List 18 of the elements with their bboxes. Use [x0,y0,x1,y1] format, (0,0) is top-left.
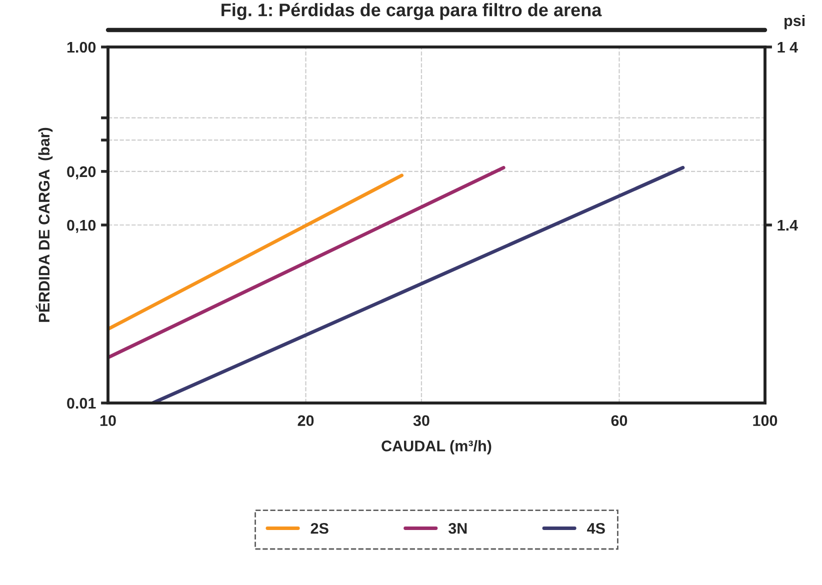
text: 1.4 [778,220,798,231]
y-tick-label: 0.01 [67,398,96,409]
legend-label: 3N [448,522,467,534]
text: 1 4 [778,42,798,53]
y-tick-label: 0,20 [67,166,96,180]
y2-axis-title: psi [784,14,805,30]
x-tick-label: 100 [753,415,778,426]
x-tick-label: 60 [611,415,628,426]
y-axis-title: PÉRDIDA DE CARGA (bar) [36,128,53,322]
legend-label: 2S [310,522,328,534]
x-tick-label: 10 [100,415,116,426]
x-tick-label: 20 [298,415,314,426]
legend-label: 4S [587,522,605,534]
y-tick-label: 1.00 [67,42,96,53]
x-axis-title: CAUDAL (m³/h) [382,440,492,454]
y-tick-label: 0,10 [67,220,96,233]
chart-title: Fig. 1: Pérdidas de carga para filtro de arena [222,2,602,20]
x-tick-label: 30 [413,415,430,426]
